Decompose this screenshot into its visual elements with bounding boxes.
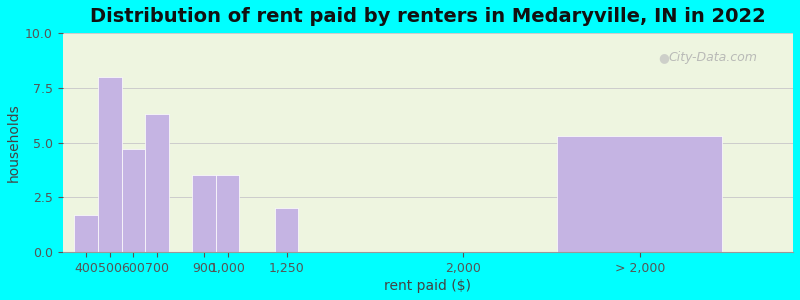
Bar (74, 215, 98, 252)
Bar (216, 176, 239, 252)
Text: City-Data.com: City-Data.com (669, 51, 758, 64)
Bar (145, 114, 169, 252)
Bar (558, 136, 722, 252)
Bar (122, 149, 145, 252)
X-axis label: rent paid ($): rent paid ($) (384, 279, 471, 293)
Y-axis label: households: households (7, 103, 21, 182)
Bar (192, 176, 216, 252)
Bar (98, 77, 122, 252)
Text: ●: ● (658, 51, 669, 64)
Bar (274, 208, 298, 252)
Title: Distribution of rent paid by renters in Medaryville, IN in 2022: Distribution of rent paid by renters in … (90, 7, 766, 26)
